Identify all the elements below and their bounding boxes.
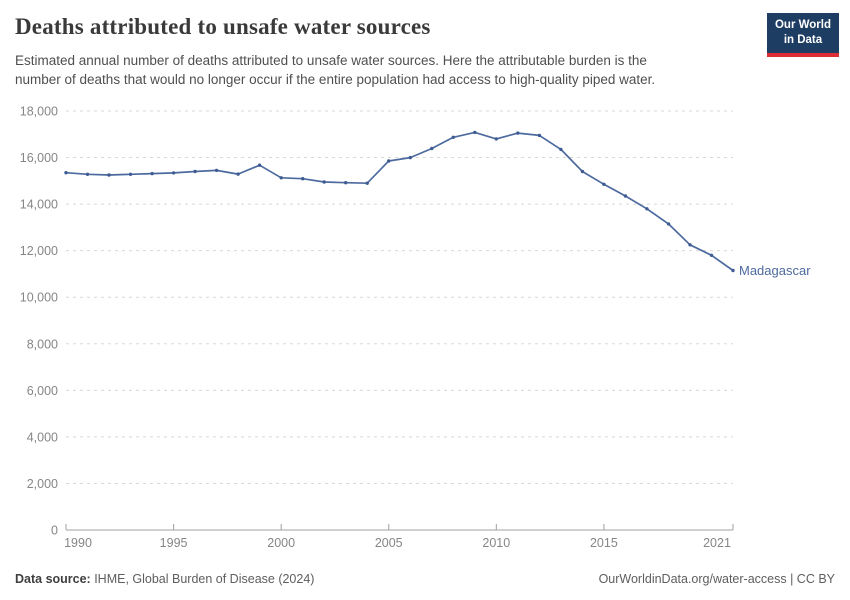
data-point[interactable] [709, 253, 714, 257]
subtitle-line-1: Estimated annual number of deaths attrib… [15, 53, 647, 68]
page-title: Deaths attributed to unsafe water source… [15, 14, 431, 39]
footer-link[interactable]: OurWorldinData.org/water-access | CC BY [598, 572, 835, 586]
chart-footer: Data source: IHME, Global Burden of Dise… [15, 572, 835, 586]
data-point[interactable] [645, 207, 649, 211]
series-label-madagascar: Madagascar [739, 263, 811, 278]
data-point[interactable] [516, 131, 520, 135]
data-line-madagascar[interactable] [65, 131, 734, 272]
y-axis-label: 12,000 [20, 244, 58, 258]
y-axis-label: 0 [51, 524, 58, 538]
data-point[interactable] [214, 168, 219, 173]
data-point[interactable] [559, 147, 563, 152]
y-axis-label: 14,000 [20, 198, 58, 212]
data-point[interactable] [387, 159, 391, 163]
data-point[interactable] [257, 163, 262, 167]
data-source-text: IHME, Global Burden of Disease (2024) [90, 572, 315, 586]
data-point[interactable] [85, 172, 90, 176]
x-axis-label: 2021 [703, 536, 731, 550]
x-axis-label: 2015 [590, 536, 618, 550]
y-axis-label: 2,000 [27, 477, 58, 491]
data-point[interactable] [537, 133, 542, 138]
y-axis-label: 16,000 [20, 151, 58, 165]
data-point[interactable] [666, 222, 671, 226]
data-point[interactable] [344, 181, 348, 185]
data-point[interactable] [236, 172, 240, 176]
data-point[interactable] [107, 173, 111, 177]
chart-subtitle: Estimated annual number of deaths attrib… [15, 51, 655, 89]
data-point[interactable] [451, 135, 455, 139]
y-axis-label: 6,000 [27, 384, 58, 398]
data-point[interactable] [128, 172, 133, 176]
data-point[interactable] [408, 155, 412, 160]
data-point[interactable] [193, 169, 197, 174]
data-point[interactable] [430, 146, 434, 151]
data-point[interactable] [322, 180, 326, 184]
x-axis-label: 2010 [482, 536, 510, 550]
data-point[interactable] [494, 137, 498, 141]
data-point[interactable] [150, 171, 154, 176]
data-point[interactable] [731, 268, 735, 273]
data-point[interactable] [279, 176, 283, 180]
x-axis-label: 2000 [267, 536, 295, 550]
owid-logo-line2: in Data [783, 33, 823, 46]
data-point[interactable] [64, 171, 68, 175]
data-point[interactable] [688, 243, 692, 247]
subtitle-line-2: number of deaths that would no longer oc… [15, 72, 656, 87]
data-source: Data source: IHME, Global Burden of Dise… [15, 572, 314, 586]
data-point[interactable] [365, 181, 369, 185]
data-point[interactable] [301, 177, 305, 181]
owid-logo-line1: Our World [774, 19, 831, 31]
x-axis-label: 1990 [64, 536, 92, 550]
data-point[interactable] [580, 169, 585, 174]
owid-logo[interactable]: Our World in Data [766, 13, 839, 57]
y-axis-label: 18,000 [20, 105, 58, 119]
x-axis-label: 1995 [160, 536, 188, 550]
data-point[interactable] [473, 130, 477, 135]
y-axis-label: 4,000 [27, 430, 58, 444]
y-axis-label: 8,000 [27, 337, 58, 351]
data-point[interactable] [623, 194, 628, 198]
data-point[interactable] [171, 171, 176, 175]
x-axis-label: 2005 [375, 536, 403, 550]
data-point[interactable] [602, 182, 606, 186]
data-source-label: Data source: [15, 572, 91, 586]
y-axis-label: 10,000 [20, 291, 58, 305]
